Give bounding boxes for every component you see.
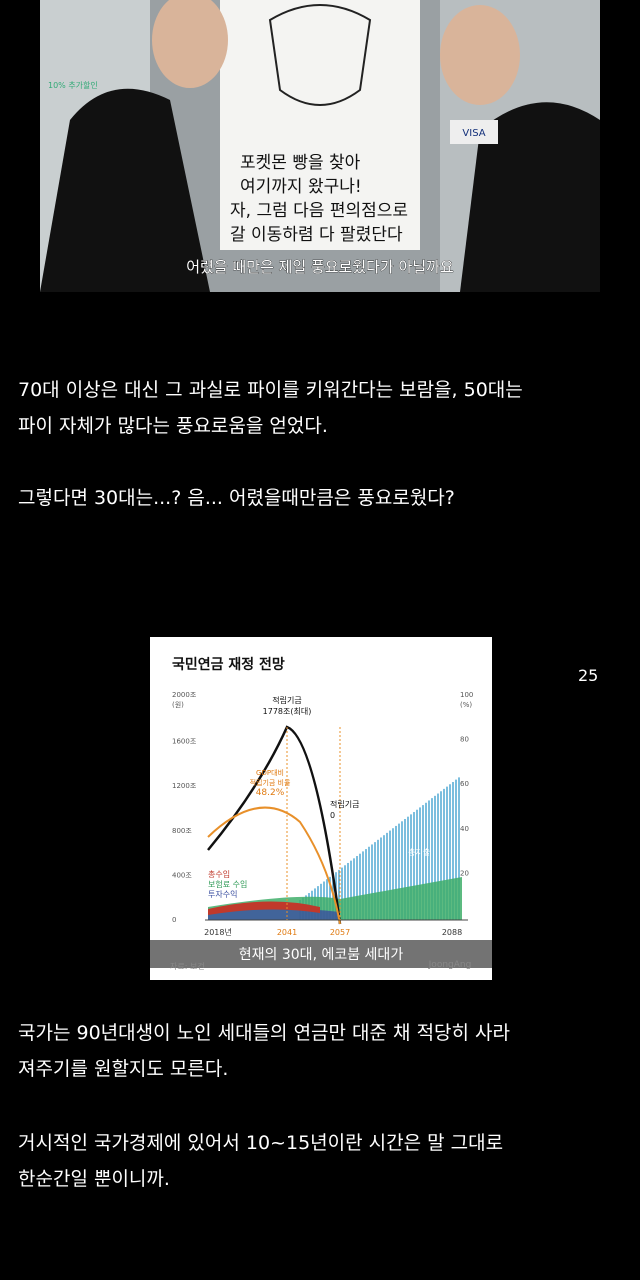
peak-label: 적립기금 xyxy=(272,695,301,705)
x-label: 2018년 xyxy=(204,927,232,937)
text-line: 국가는 90년대생이 노인 세대들의 연금만 대준 채 적당히 사라 xyxy=(18,1022,511,1044)
sign-line: 여기까지 왔구나! xyxy=(240,177,362,197)
left-tick-label: 1200조 xyxy=(172,782,197,790)
ratio-label: 적립기금 비율 xyxy=(250,778,291,787)
income-label: 투자수익 xyxy=(208,889,237,899)
right-tick-label: 20 xyxy=(460,869,469,877)
shelf-tag: 10% 추가할인 xyxy=(48,80,98,90)
sign-line: 갈 이동하렴 다 팔렸단다 xyxy=(230,225,403,245)
left-tick-label: 0 xyxy=(172,916,176,924)
expense-label: 총지출 xyxy=(408,847,430,857)
x-label: 2057 xyxy=(330,928,350,937)
right-tick-label: 40 xyxy=(460,825,469,833)
sign-line: 자, 그럼 다음 편의점으로 xyxy=(230,201,408,221)
photo-caption: 어렸을 때만은 제일 풍요로웠다가 아닐까요 xyxy=(186,258,454,276)
paragraph: 그렇다면 30대는...? 음... 어렸을때만큼은 풍요로웠다? xyxy=(18,480,628,516)
income-label: 보험료 수입 xyxy=(208,880,247,889)
text-line: 거시적인 국가경제에 있어서 10~15년이란 시간은 말 그대로 xyxy=(18,1132,504,1154)
text-line: 70대 이상은 대신 그 과실로 파이를 키워간다는 보람을, 50대는 xyxy=(18,379,523,401)
figure-title: 국민연금 재정 전망 xyxy=(172,656,285,673)
right-tick-label: 100 xyxy=(460,691,473,699)
right-tick-label: 80 xyxy=(460,736,469,744)
figure-credit: JoongAng xyxy=(428,960,472,970)
sign-line: 포켓몬 빵을 찾아 xyxy=(240,153,361,173)
ratio-label: GDP대비 xyxy=(256,768,284,777)
right-unit: (%) xyxy=(460,701,472,709)
text-line: 그렇다면 30대는...? 음... 어렸을때만큼은 풍요로웠다? xyxy=(18,487,455,509)
text-line: 한순간일 뿐이니까. xyxy=(18,1168,170,1190)
right-tick-label: 60 xyxy=(460,780,469,788)
text-line: 져주기를 원할지도 모른다. xyxy=(18,1058,229,1080)
zero-label: 적립기금 xyxy=(330,799,359,809)
investment-area xyxy=(208,908,340,920)
figure-subtitle: 현재의 30대, 에코붐 세대가 xyxy=(239,947,404,963)
text-line: 파이 자체가 많다는 풍요로움을 얻었다. xyxy=(18,415,328,437)
left-tick-label: 800조 xyxy=(172,827,192,835)
left-tick-label: 400조 xyxy=(172,871,192,879)
ratio-label: 48.2% xyxy=(256,788,285,798)
figure: 국민연금 재정 전망 (원)2000조 1600조 1200조 800조 400조 0 (%… xyxy=(150,637,492,980)
left-unit: (원) xyxy=(172,700,184,709)
x-label: 2088 xyxy=(442,928,462,937)
left-tick-label: 2000조 xyxy=(172,691,197,699)
card-logo: VISA xyxy=(462,128,485,139)
zero-label: 0 xyxy=(330,811,335,820)
figure-source: 자료: 보건 xyxy=(170,961,205,971)
red-area xyxy=(208,901,320,915)
x-label: 2041 xyxy=(277,928,297,937)
income-label: 총수입 xyxy=(208,870,230,879)
page-number: 25 xyxy=(578,666,599,685)
left-tick-label: 1600조 xyxy=(172,738,197,746)
peak-label: 1778조(최대) xyxy=(263,706,312,716)
ratio-curve xyxy=(207,806,341,925)
